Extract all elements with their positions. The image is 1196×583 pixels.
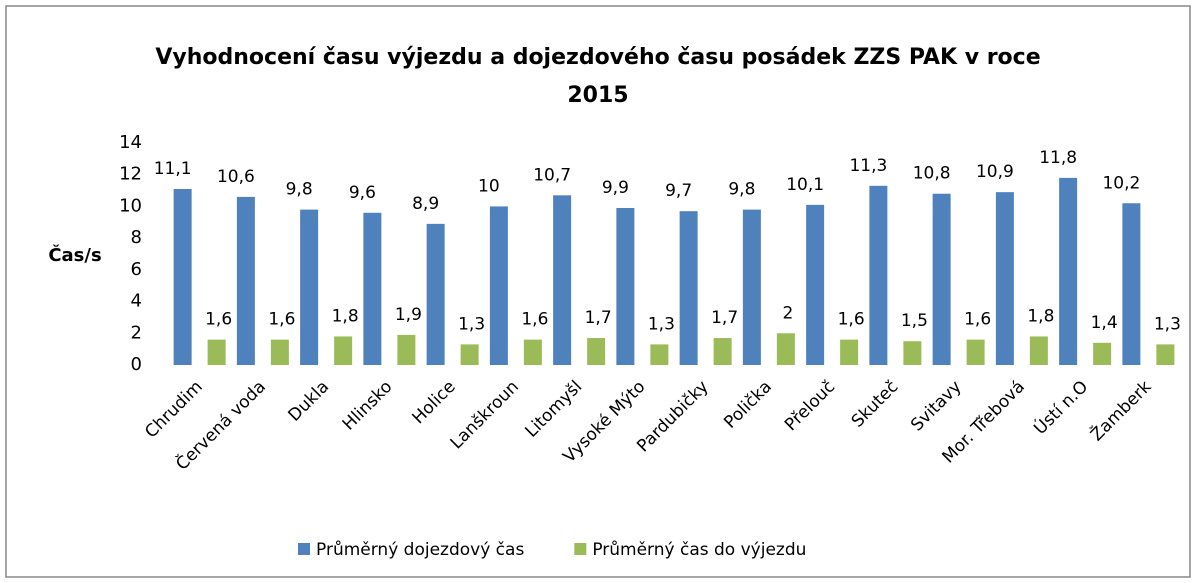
data-label: 9,8	[286, 180, 313, 200]
bar	[363, 212, 382, 365]
bar	[966, 339, 985, 365]
bar	[523, 339, 542, 365]
legend-label: Průměrný dojezdový čas	[316, 540, 524, 560]
chart-title: 2015	[567, 83, 628, 108]
bar	[679, 211, 698, 365]
bar	[207, 339, 226, 365]
bar	[932, 193, 951, 365]
bar	[869, 185, 888, 365]
chart-border	[5, 5, 1191, 578]
data-label: 1,7	[711, 308, 738, 328]
data-label: 11,3	[849, 156, 887, 176]
data-label: 1,6	[205, 310, 232, 330]
data-label: 9,7	[665, 181, 692, 201]
data-label: 1,6	[521, 310, 548, 330]
bar	[1059, 177, 1078, 365]
data-label: 9,8	[728, 180, 755, 200]
data-label: 1,6	[964, 310, 991, 330]
bar	[300, 209, 319, 365]
bar	[1029, 336, 1048, 365]
bar	[903, 341, 922, 365]
data-label: 1,5	[901, 311, 928, 331]
legend-swatch	[298, 543, 310, 555]
data-label: 1,9	[395, 305, 422, 325]
data-label: 11,1	[154, 159, 192, 179]
bar	[616, 208, 635, 365]
bar	[995, 192, 1014, 365]
data-label: 10,2	[1102, 173, 1140, 193]
data-label: 10,9	[976, 162, 1014, 182]
data-label: 9,6	[349, 183, 376, 203]
y-tick-label: 12	[119, 164, 142, 185]
y-axis-label: Čas/s	[48, 244, 101, 266]
data-label: 1,8	[332, 306, 359, 326]
bar	[236, 196, 255, 365]
y-tick-label: 2	[131, 322, 142, 343]
chart-title: Vyhodnocení času výjezdu a dojezdového č…	[155, 45, 1040, 70]
bar	[1093, 342, 1112, 365]
data-label: 1,6	[838, 310, 865, 330]
y-tick-label: 6	[131, 259, 142, 280]
data-label: 11,8	[1039, 148, 1077, 168]
y-tick-label: 4	[131, 291, 142, 312]
bar	[806, 204, 825, 365]
data-label: 1,3	[1154, 314, 1181, 334]
bar	[1122, 203, 1141, 365]
bar	[587, 338, 606, 365]
bar	[650, 344, 669, 365]
bar	[742, 209, 761, 365]
data-label: 10,1	[786, 175, 824, 195]
legend-label: Průměrný čas do výjezdu	[592, 540, 806, 560]
bar	[553, 195, 572, 365]
data-label: 1,7	[585, 308, 612, 328]
bar	[397, 334, 416, 365]
data-label: 1,3	[648, 314, 675, 334]
data-label: 1,8	[1027, 306, 1054, 326]
y-tick-label: 8	[131, 227, 142, 248]
data-label: 9,9	[602, 178, 629, 198]
data-label: 1,3	[458, 314, 485, 334]
bar	[489, 206, 508, 365]
bar	[426, 223, 445, 365]
legend-swatch	[574, 543, 587, 555]
data-label: 1,4	[1091, 313, 1118, 333]
data-label: 8,9	[412, 194, 439, 214]
bar	[270, 339, 289, 365]
y-tick-label: 0	[131, 354, 142, 375]
data-label: 1,6	[268, 310, 295, 330]
data-label: 10,6	[217, 167, 255, 187]
data-label: 10,8	[913, 164, 951, 184]
y-tick-label: 14	[119, 132, 142, 153]
data-label: 10,7	[533, 165, 571, 185]
bar	[1156, 344, 1175, 365]
bar	[840, 339, 859, 365]
bar	[713, 338, 732, 365]
y-tick-label: 10	[119, 195, 142, 216]
bar	[173, 188, 192, 365]
bar	[460, 344, 479, 365]
data-label: 2	[782, 303, 793, 323]
data-label: 10	[478, 176, 500, 196]
bar	[776, 333, 795, 365]
bar	[334, 336, 353, 365]
